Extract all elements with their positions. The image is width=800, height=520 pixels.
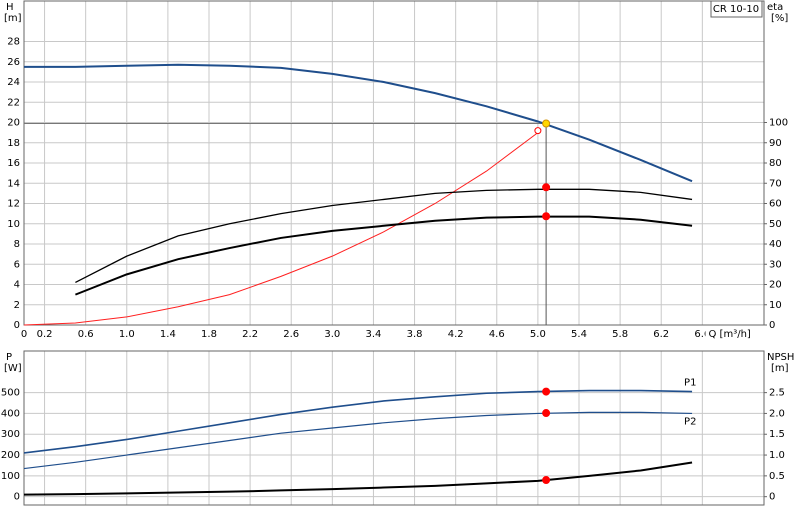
y-tick-label: 8 xyxy=(14,239,20,250)
y-axis-label: H xyxy=(6,2,14,13)
operating-point xyxy=(542,387,551,396)
y-axis-unit: [W] xyxy=(4,363,22,374)
y-tick-label: 200 xyxy=(1,450,20,461)
y-tick-label: 18 xyxy=(7,138,20,149)
x-tick-label: 3.8 xyxy=(407,329,423,340)
curve xyxy=(23,389,693,454)
x-tick-label: 3.4 xyxy=(365,329,381,340)
y-axis-label: P xyxy=(6,352,12,363)
y2-tick-label: 2.0 xyxy=(769,408,785,419)
plot-frame xyxy=(23,350,765,506)
y-tick-label: 500 xyxy=(1,388,20,399)
plot-frame xyxy=(23,0,765,326)
y2-tick-label: 1.0 xyxy=(769,450,785,461)
x-tick-label: 6.6 xyxy=(694,329,710,340)
x-tick-label: 3.0 xyxy=(324,329,340,340)
x-tick-label: 0.6 xyxy=(78,329,94,340)
operating-point xyxy=(542,212,551,221)
y2-tick-label: 100 xyxy=(769,118,788,129)
y2-tick-label: 2.5 xyxy=(769,388,785,399)
y-tick-label: 12 xyxy=(7,199,20,210)
y2-tick-label: 0.5 xyxy=(769,471,785,482)
y2-axis-unit: [m] xyxy=(771,363,789,374)
curve-label: P2 xyxy=(684,416,696,427)
x-tick-label: 4.6 xyxy=(489,329,505,340)
y-tick-label: 4 xyxy=(14,280,20,291)
y-tick-label: 0 xyxy=(14,492,20,503)
x-axis-label: Q [m³/h] xyxy=(709,329,751,340)
y-tick-label: 10 xyxy=(7,219,20,230)
y-tick-label: 16 xyxy=(7,158,20,169)
x-tick-label: 0.2 xyxy=(37,329,53,340)
x-tick-label: 2.6 xyxy=(283,329,299,340)
y-tick-label: 22 xyxy=(7,97,20,108)
curve xyxy=(23,461,693,496)
y2-axis-label: eta xyxy=(767,2,783,13)
y2-tick-label: 20 xyxy=(769,280,782,291)
y-axis-unit: [m] xyxy=(4,13,22,24)
y-tick-label: 20 xyxy=(7,118,20,129)
y-tick-label: 0 xyxy=(14,320,20,331)
curve xyxy=(24,63,693,183)
x-label-bg xyxy=(705,327,756,341)
operating-point xyxy=(542,476,551,485)
operating-point xyxy=(542,409,551,418)
operating-point xyxy=(534,127,542,135)
curve xyxy=(75,215,693,296)
x-tick-label: 4.2 xyxy=(448,329,464,340)
y2-tick-label: 1.5 xyxy=(769,429,785,440)
operating-point xyxy=(542,183,551,192)
x-tick-label: 5.8 xyxy=(612,329,628,340)
x-tick-label: 1.8 xyxy=(201,329,217,340)
y-tick-label: 2 xyxy=(14,300,20,311)
y2-axis-label: NPSH xyxy=(767,352,794,363)
curve xyxy=(23,411,693,470)
y-tick-label: 26 xyxy=(7,57,20,68)
y2-tick-label: 30 xyxy=(769,259,782,270)
y-tick-label: 6 xyxy=(14,259,20,270)
y2-tick-label: 0 xyxy=(769,492,775,503)
curve xyxy=(75,188,693,284)
y-tick-label: 24 xyxy=(7,77,20,88)
y-tick-label: 14 xyxy=(7,178,20,189)
y-tick-label: 28 xyxy=(7,37,20,48)
y2-axis-unit: [%] xyxy=(771,13,788,24)
y2-tick-label: 70 xyxy=(769,178,782,189)
y2-tick-label: 60 xyxy=(769,199,782,210)
model-label: CR 10-10 xyxy=(713,4,759,15)
curve-label: P1 xyxy=(684,378,696,389)
y-tick-label: 400 xyxy=(1,408,20,419)
x-tick-label: 0 xyxy=(21,329,27,340)
operating-point xyxy=(542,119,551,128)
y2-tick-label: 50 xyxy=(769,219,782,230)
x-tick-label: 1.0 xyxy=(119,329,135,340)
y2-tick-label: 0 xyxy=(769,320,775,331)
x-tick-label: 2.2 xyxy=(242,329,258,340)
model-box xyxy=(710,0,763,18)
y2-tick-label: 80 xyxy=(769,158,782,169)
y-tick-label: 300 xyxy=(1,429,20,440)
x-tick-label: 5.0 xyxy=(530,329,546,340)
y2-tick-label: 40 xyxy=(769,239,782,250)
y2-tick-label: 10 xyxy=(769,300,782,311)
y2-tick-label: 90 xyxy=(769,138,782,149)
x-tick-label: 1.4 xyxy=(160,329,176,340)
y-tick-label: 100 xyxy=(1,471,20,482)
x-tick-label: 5.4 xyxy=(571,329,587,340)
x-tick-label: 6.2 xyxy=(653,329,669,340)
